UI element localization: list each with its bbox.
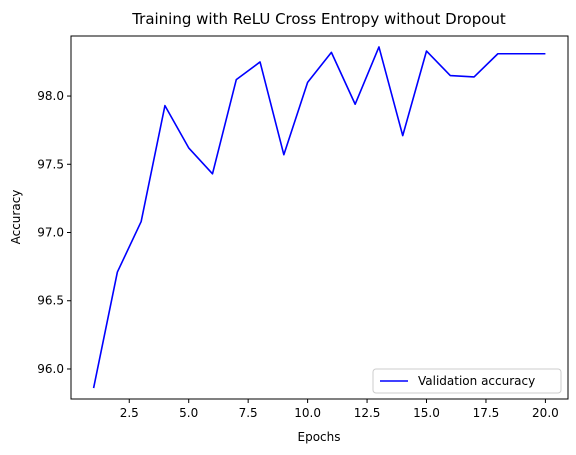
legend: Validation accuracy	[372, 368, 562, 394]
series-line-validation-accuracy	[92, 46, 546, 389]
x-tick-label: 17.5	[473, 406, 500, 420]
x-tick-label: 7.5	[239, 406, 258, 420]
x-tick-label: 15.0	[413, 406, 440, 420]
y-axis-label: Accuracy	[9, 190, 23, 245]
legend-label-validation-accuracy: Validation accuracy	[418, 374, 535, 388]
plot-area	[70, 35, 569, 400]
y-axis: 96.0 96.5 97.0 97.5 98.0	[37, 89, 71, 376]
x-tick-label: 20.0	[532, 406, 559, 420]
y-tick-label: 97.5	[37, 157, 64, 171]
legend-box	[372, 368, 562, 394]
x-tick-label: 5.0	[179, 406, 198, 420]
y-tick-label: 97.0	[37, 226, 64, 240]
x-tick-label: 2.5	[120, 406, 139, 420]
chart-title: Training with ReLU Cross Entropy without…	[131, 10, 506, 28]
y-tick-label: 96.5	[37, 294, 64, 308]
y-tick-label: 98.0	[37, 89, 64, 103]
x-axis-label: Epochs	[298, 430, 341, 444]
x-tick-label: 12.5	[354, 406, 381, 420]
y-tick-label: 96.0	[37, 362, 64, 376]
x-tick-label: 10.0	[294, 406, 321, 420]
x-axis: 2.5 5.0 7.5 10.0 12.5 15.0 17.5 20.0	[120, 399, 559, 420]
